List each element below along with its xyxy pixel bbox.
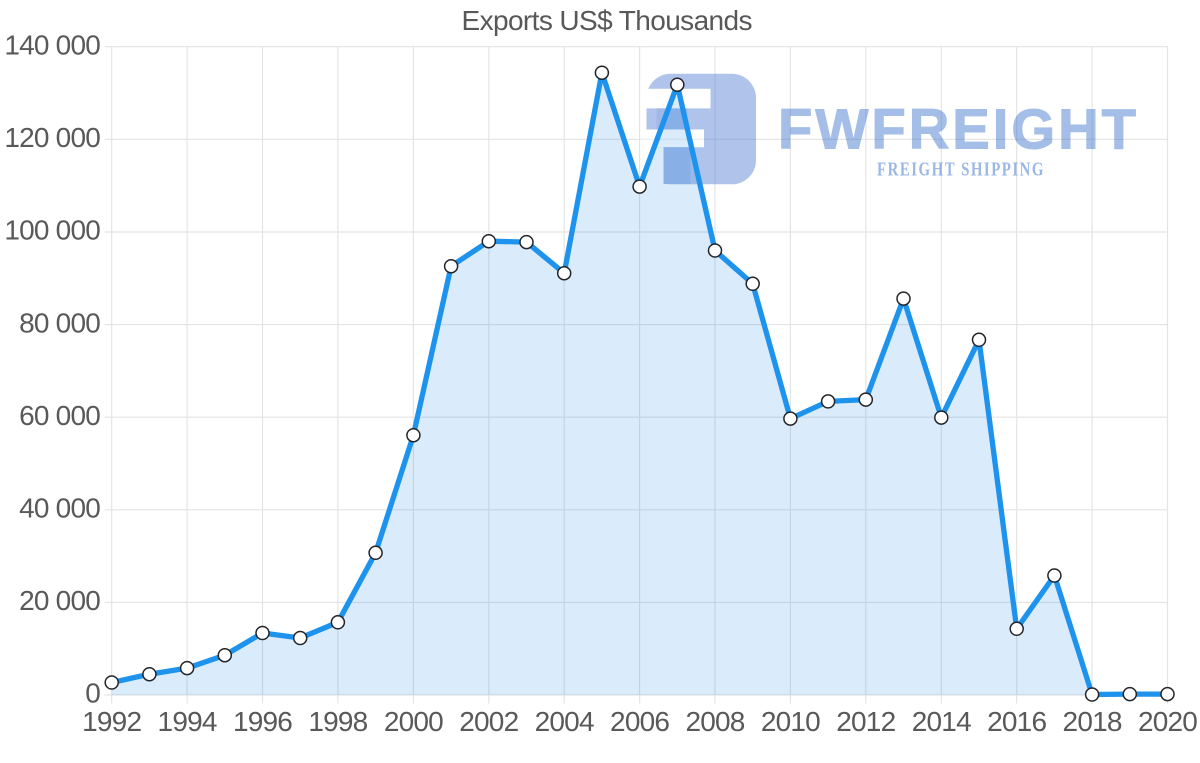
- svg-text:2016: 2016: [987, 706, 1046, 737]
- svg-text:140 000: 140 000: [4, 29, 100, 60]
- svg-text:2018: 2018: [1063, 706, 1122, 737]
- svg-text:2014: 2014: [912, 706, 971, 737]
- svg-text:2008: 2008: [685, 706, 744, 737]
- svg-text:20 000: 20 000: [19, 585, 100, 616]
- svg-text:1992: 1992: [82, 706, 141, 737]
- svg-text:120 000: 120 000: [4, 122, 100, 153]
- svg-text:FWFREIGHT: FWFREIGHT: [778, 97, 1139, 161]
- svg-text:1996: 1996: [233, 706, 292, 737]
- svg-text:2020: 2020: [1138, 706, 1197, 737]
- svg-text:FREIGHT SHIPPING: FREIGHT SHIPPING: [877, 159, 1045, 181]
- svg-text:2012: 2012: [836, 706, 895, 737]
- svg-text:80 000: 80 000: [19, 307, 100, 338]
- svg-text:60 000: 60 000: [19, 400, 100, 431]
- svg-text:2002: 2002: [459, 706, 518, 737]
- svg-text:1994: 1994: [158, 706, 217, 737]
- svg-text:Exports US$ Thousands: Exports US$ Thousands: [462, 5, 753, 36]
- svg-text:2000: 2000: [384, 706, 443, 737]
- svg-text:0: 0: [85, 678, 100, 709]
- svg-text:100 000: 100 000: [4, 215, 100, 246]
- svg-text:2006: 2006: [610, 706, 669, 737]
- svg-text:2010: 2010: [761, 706, 820, 737]
- svg-text:2004: 2004: [535, 706, 594, 737]
- svg-text:1998: 1998: [308, 706, 367, 737]
- svg-text:40 000: 40 000: [19, 493, 100, 524]
